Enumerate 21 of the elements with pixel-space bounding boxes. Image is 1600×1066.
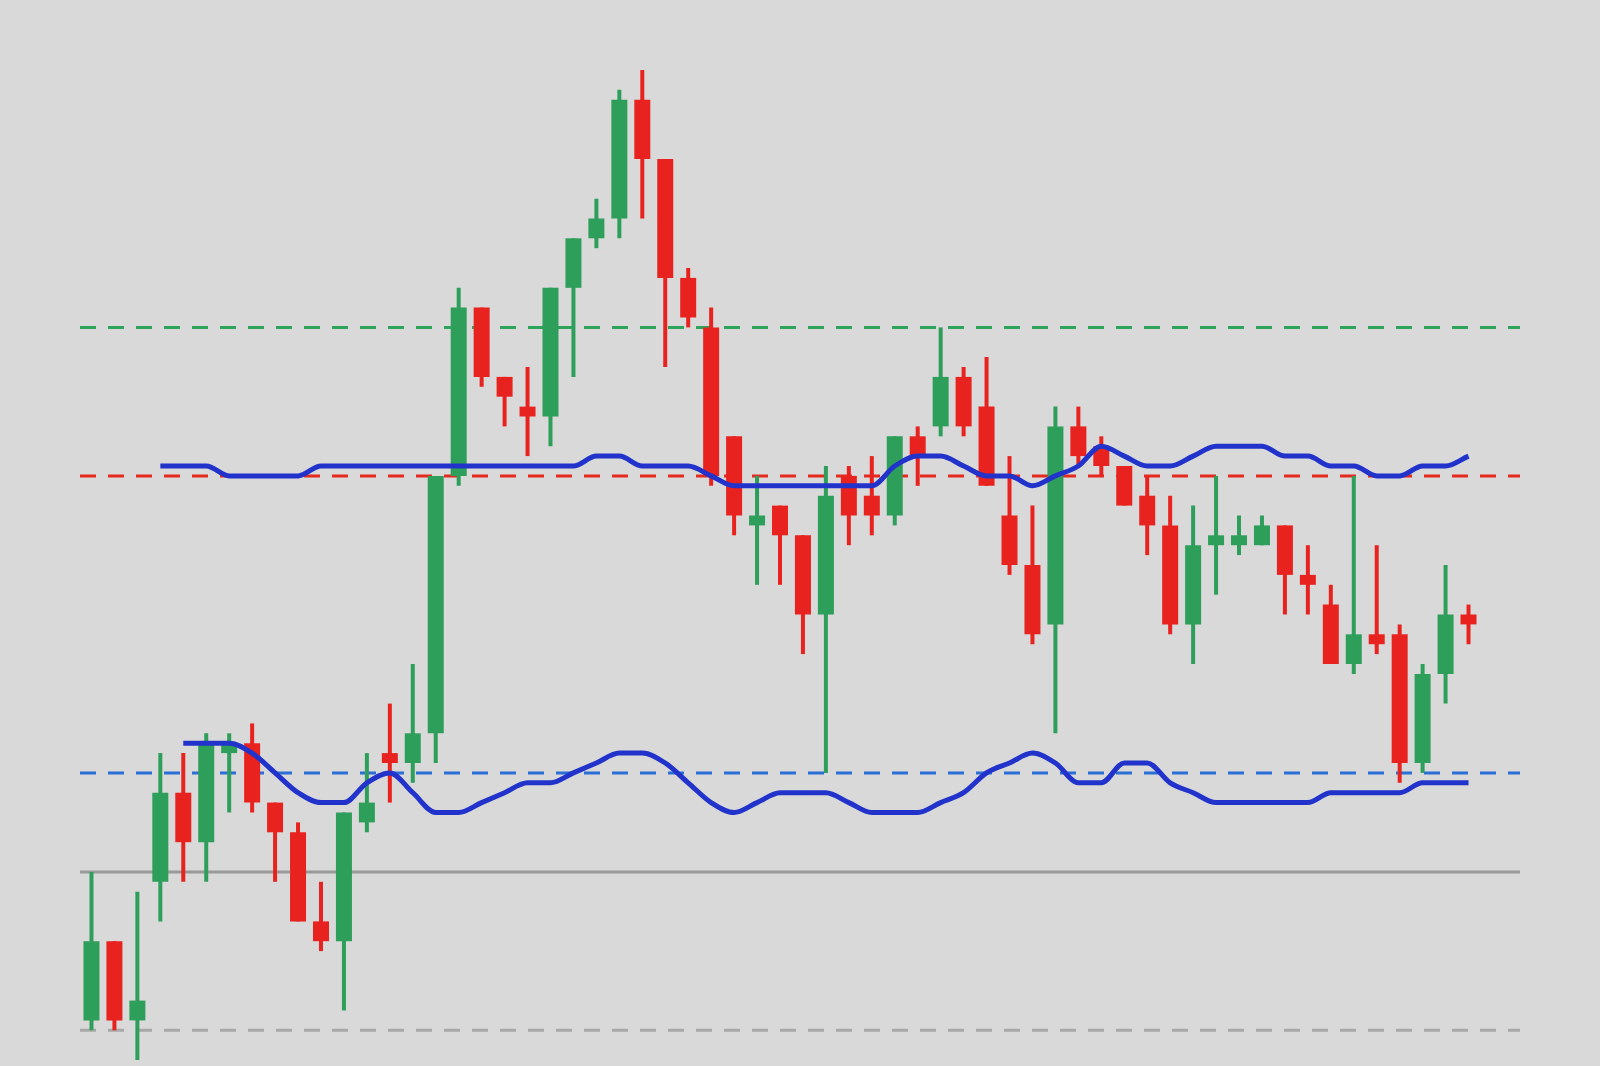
candlestick bbox=[129, 889, 146, 1062]
candlestick bbox=[267, 800, 284, 884]
candlestick bbox=[519, 365, 536, 459]
candlestick bbox=[588, 196, 605, 251]
candlestick bbox=[1070, 404, 1087, 468]
candlestick bbox=[680, 266, 697, 330]
candlestick bbox=[1208, 473, 1225, 597]
candlestick bbox=[358, 751, 375, 835]
candlestick bbox=[772, 503, 788, 587]
candlestick bbox=[1368, 543, 1385, 657]
candlestick bbox=[1299, 543, 1316, 617]
candlestick bbox=[496, 374, 513, 429]
candlestick bbox=[1253, 513, 1270, 548]
candlestick bbox=[312, 879, 329, 954]
candlestick bbox=[1116, 464, 1133, 508]
candlestick bbox=[404, 662, 421, 785]
candlestick bbox=[749, 473, 766, 587]
candlestick bbox=[381, 701, 398, 805]
candlestick bbox=[1460, 602, 1477, 647]
candlestick bbox=[1345, 473, 1362, 676]
candlestick bbox=[1231, 513, 1248, 558]
